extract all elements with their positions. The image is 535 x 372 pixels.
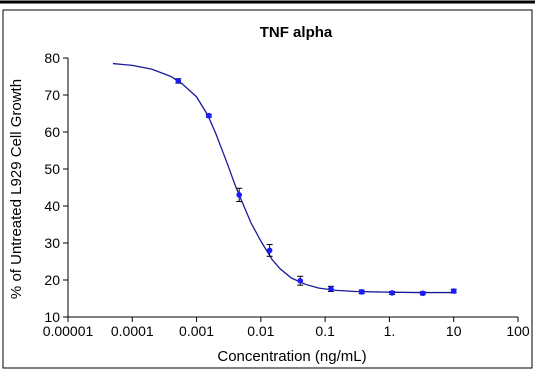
- y-tick-label: 20: [44, 272, 60, 288]
- data-point: [175, 78, 182, 84]
- x-tick-label: 10: [446, 323, 462, 339]
- x-tick-label: 100: [506, 323, 530, 339]
- data-point: [206, 112, 212, 119]
- data-point: [419, 290, 426, 297]
- data-point: [236, 192, 242, 198]
- y-tick-label: 80: [44, 50, 60, 66]
- data-point: [358, 289, 365, 295]
- data-point: [297, 277, 304, 284]
- y-axis-label: % of Untreated L929 Cell Growth: [8, 79, 25, 299]
- data-point: [266, 247, 273, 254]
- x-tick-label: 1.: [384, 323, 396, 339]
- fit-curve: [112, 62, 454, 294]
- x-tick-label: 0.00001: [43, 323, 94, 339]
- y-tick-label: 50: [44, 161, 60, 177]
- x-tick-label: 0.001: [179, 323, 214, 339]
- x-tick-label: 0.01: [247, 323, 274, 339]
- x-tick-label: 0.1: [315, 323, 335, 339]
- x-tick-label: 0.0001: [111, 323, 154, 339]
- y-tick-label: 70: [44, 87, 60, 103]
- x-axis-label: Concentration (ng/mL): [217, 348, 366, 365]
- data-point: [450, 288, 457, 294]
- plot-frame: [2, 9, 533, 369]
- y-tick-label: 60: [44, 124, 60, 140]
- y-tick-label: 10: [44, 309, 60, 325]
- data-points-group: [175, 78, 457, 297]
- y-tick-label: 40: [44, 198, 60, 214]
- fit-curve-group: [112, 62, 454, 294]
- y-tick-label: 30: [44, 235, 60, 251]
- axes: [67, 58, 518, 318]
- axis-ticks: 10 20 30 40 50 60 70 80 0.00001 0.0001 0.001 0.01 0.…: [43, 50, 530, 339]
- data-point: [328, 286, 334, 292]
- chart-title: TNF alpha: [260, 24, 333, 41]
- data-point: [389, 290, 395, 296]
